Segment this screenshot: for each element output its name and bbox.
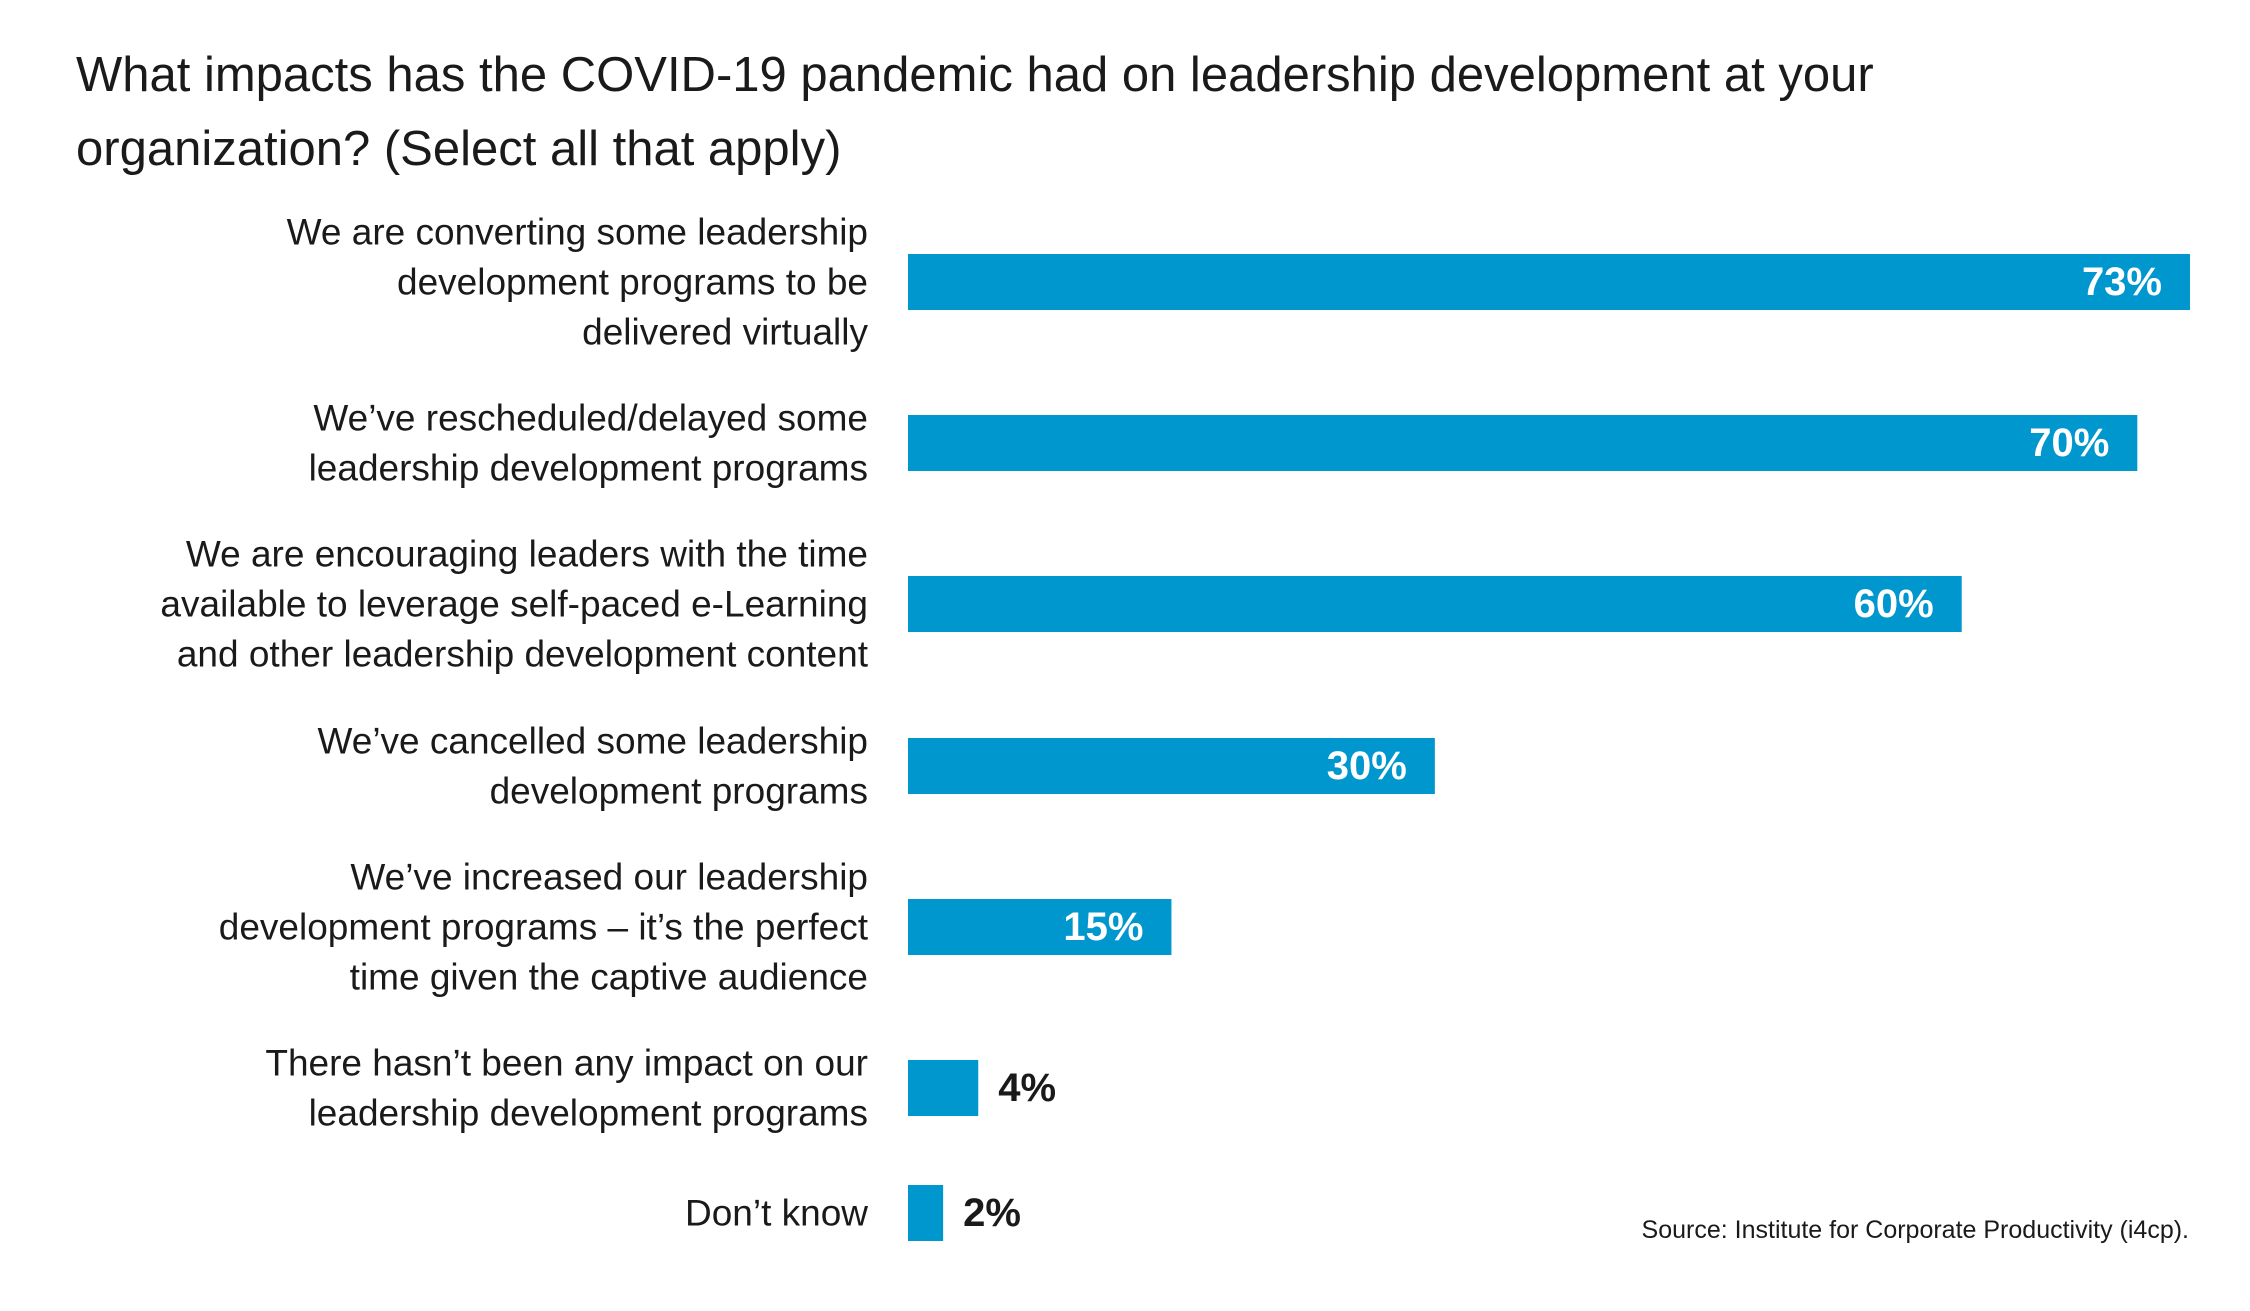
value-labels: 73% 70% 60% 30% 15% 4% 2% (963, 260, 2162, 1235)
bar (908, 1060, 979, 1116)
value-label: 73% (2082, 260, 2162, 304)
category-label: We’ve rescheduled/delayed some leadership… (309, 398, 868, 489)
value-label: 70% (2029, 421, 2109, 465)
value-label: 30% (1327, 744, 1407, 788)
category-label: We are encouraging leaders with the time… (160, 534, 868, 675)
category-label: Don’t know (685, 1193, 868, 1234)
category-label: There hasn’t been any impact on our leade… (265, 1043, 868, 1134)
source-note: Source: Institute for Corporate Producti… (1641, 1216, 2189, 1244)
category-label: We’ve cancelled some leadership developme… (317, 721, 868, 812)
category-label: We’ve increased our leadership developmen… (219, 857, 869, 998)
value-label: 60% (1854, 582, 1934, 626)
category-label: We are converting some leadership develop… (287, 212, 869, 353)
bar (908, 415, 2138, 471)
bar (908, 576, 1962, 632)
bars (908, 254, 2190, 1241)
category-labels: We are converting some leadership develop… (160, 212, 868, 1234)
value-label: 15% (1063, 905, 1143, 949)
bar (908, 738, 1435, 794)
value-label: 4% (998, 1066, 1056, 1110)
bar (908, 899, 1172, 955)
chart-title: What impacts has the COVID-19 pandemic h… (76, 48, 1874, 176)
bar (908, 254, 2190, 310)
value-label: 2% (963, 1191, 1021, 1235)
bar (908, 1185, 944, 1241)
